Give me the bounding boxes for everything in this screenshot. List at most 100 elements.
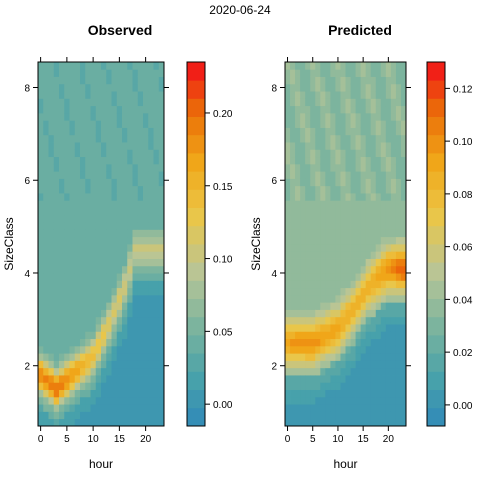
colorbar-segment [427, 98, 445, 117]
heatmap-cell [38, 411, 44, 420]
heatmap-cell [360, 163, 367, 172]
heatmap-cell [380, 389, 387, 398]
heatmap-cell [143, 273, 149, 281]
heatmap-cell [122, 156, 128, 165]
heatmap-cell [395, 316, 402, 325]
heatmap-cell [295, 353, 301, 361]
heatmap-cell [59, 163, 65, 172]
heatmap-cell [48, 265, 55, 274]
heatmap-cell [38, 185, 44, 194]
heatmap-cell [95, 127, 102, 136]
heatmap-cell [48, 98, 55, 107]
heatmap-cell [370, 244, 377, 252]
heatmap-cell [335, 273, 341, 281]
heatmap-cell [335, 367, 341, 376]
heatmap-cell [85, 309, 91, 318]
heatmap-cell [375, 98, 382, 107]
heatmap-cell [395, 98, 402, 107]
heatmap-cell [360, 251, 367, 259]
heatmap-cell [80, 367, 86, 376]
heatmap-cell [380, 120, 387, 128]
heatmap-cell [310, 83, 316, 92]
heatmap-cell [122, 222, 128, 230]
heatmap-cell [380, 193, 387, 201]
heatmap-cell [340, 367, 346, 376]
heatmap-cell [101, 302, 107, 310]
heatmap-cell [380, 382, 387, 390]
heatmap-cell [340, 345, 346, 354]
heatmap-cell [111, 404, 118, 412]
heatmap-cell [111, 360, 118, 369]
heatmap-cell [355, 222, 362, 230]
heatmap-cell [38, 69, 44, 77]
heatmap-cell [59, 382, 65, 390]
heatmap-cell [345, 229, 351, 238]
heatmap-cell [325, 294, 331, 303]
heatmap-cell [64, 76, 70, 85]
heatmap-cell [395, 134, 402, 143]
heatmap-cell [85, 375, 91, 383]
heatmap-cell [330, 185, 336, 194]
heatmap-cell [305, 287, 311, 296]
heatmap-cell [116, 76, 123, 85]
heatmap-cell [95, 345, 102, 354]
heatmap-cell [330, 375, 336, 383]
heatmap-cell [315, 404, 321, 412]
heatmap-cell [380, 142, 387, 150]
heatmap-cell [127, 171, 133, 179]
heatmap-cell [116, 200, 123, 208]
heatmap-cell [365, 324, 372, 332]
y-tick-label: 4 [271, 269, 277, 280]
heatmap-cell [360, 207, 367, 216]
heatmap-cell [345, 149, 351, 158]
heatmap-cell [111, 185, 118, 194]
heatmap-cell [365, 112, 372, 121]
heatmap-cell [74, 163, 81, 172]
heatmap-cell [53, 338, 60, 347]
heatmap-cell [290, 244, 296, 252]
heatmap-cell [395, 258, 402, 267]
heatmap-cell [122, 207, 128, 216]
heatmap-cell [385, 134, 392, 143]
heatmap-cell [380, 91, 387, 99]
heatmap-cell [101, 156, 107, 165]
heatmap-cell [111, 236, 118, 245]
heatmap-cell [350, 353, 356, 361]
heatmap-cell [300, 280, 306, 289]
heatmap-cell [285, 404, 291, 412]
heatmap-cell [143, 331, 149, 340]
heatmap-cell [390, 324, 397, 332]
heatmap-cell [38, 280, 44, 289]
heatmap-cell [43, 294, 49, 303]
heatmap-cell [340, 294, 346, 303]
heatmap-cell [137, 193, 144, 201]
heatmap-cell [395, 120, 402, 128]
heatmap-cell [380, 316, 387, 325]
heatmap-cell [310, 127, 316, 136]
heatmap-cell [330, 338, 336, 347]
heatmap-cell [395, 229, 402, 238]
heatmap-cell [95, 62, 102, 70]
heatmap-cell [132, 382, 139, 390]
heatmap-cell [43, 229, 49, 238]
heatmap-cell [95, 273, 102, 281]
heatmap-cell [285, 309, 291, 318]
heatmap-cell [400, 265, 407, 274]
heatmap-cell [132, 214, 139, 223]
heatmap-cell [158, 258, 165, 267]
heatmap-cell [48, 244, 55, 252]
heatmap-cell [85, 134, 91, 143]
heatmap-cell [305, 360, 311, 369]
heatmap-cell [365, 244, 372, 252]
heatmap-cell [127, 389, 133, 398]
heatmap-cell [148, 418, 154, 427]
heatmap-cell [137, 294, 144, 303]
heatmap-cell [48, 418, 55, 427]
heatmap-cell [69, 316, 76, 325]
heatmap-cell [350, 149, 356, 158]
heatmap-cell [290, 127, 296, 136]
heatmap-cell [310, 382, 316, 390]
heatmap-cell [400, 163, 407, 172]
heatmap-cell [137, 62, 144, 70]
heatmap-cell [74, 91, 81, 99]
